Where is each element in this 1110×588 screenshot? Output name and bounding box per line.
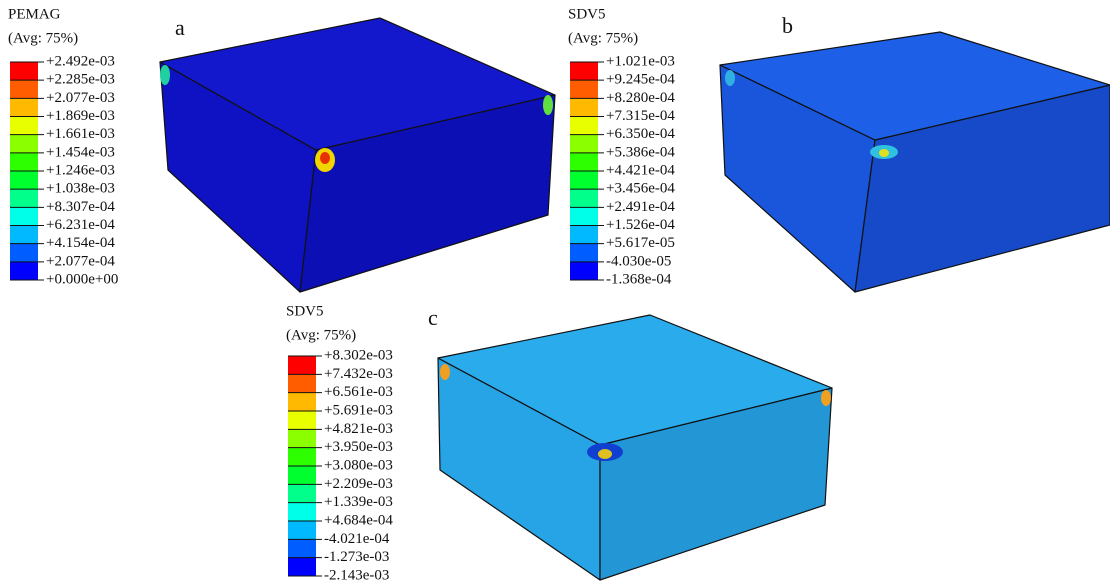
legend-value: +2.285e-03 — [46, 72, 115, 88]
legend-value: +8.280e-04 — [606, 90, 675, 106]
legend-value: +8.302e-03 — [324, 347, 393, 363]
legend-value: +1.454e-03 — [46, 144, 115, 160]
legend-subtitle: (Avg: 75%) — [286, 327, 356, 343]
legend-swatch — [570, 62, 598, 80]
model-a — [160, 18, 555, 292]
legend-value: +4.154e-04 — [46, 235, 115, 251]
legend-swatch — [10, 171, 38, 189]
legend-swatch — [10, 262, 38, 280]
legend-subtitle: (Avg: 75%) — [568, 30, 638, 46]
legend-title: SDV5 — [286, 303, 324, 319]
legend-value: +1.021e-03 — [606, 53, 675, 69]
legend-value: +5.691e-03 — [324, 402, 393, 418]
legend-swatch — [570, 244, 598, 262]
legend-swatch — [570, 98, 598, 116]
legend-swatch — [288, 393, 316, 411]
legend-value: +5.386e-04 — [606, 144, 675, 160]
legend-value: +6.350e-04 — [606, 126, 675, 142]
legend-swatch — [288, 356, 316, 374]
legend-value: -1.273e-03 — [324, 549, 389, 565]
legend-swatch — [288, 429, 316, 447]
legend-value: +2.077e-03 — [46, 90, 115, 106]
legend-value: +1.661e-03 — [46, 126, 115, 142]
figure: a PEMAG (Avg: 75%) +2.492e-03 +2.285e-03 +2.0… — [0, 0, 1110, 588]
legend-value: +9.245e-04 — [606, 72, 675, 88]
legend-value: +4.821e-03 — [324, 421, 393, 437]
legend-swatch — [570, 262, 598, 280]
legend-swatch — [288, 411, 316, 429]
legend-value: -4.030e-05 — [606, 253, 671, 269]
legend-value: +3.080e-03 — [324, 457, 393, 473]
legend-value: +1.869e-03 — [46, 108, 115, 124]
legend-swatch — [288, 558, 316, 576]
model-c — [438, 315, 832, 580]
legend-value: +1.526e-04 — [606, 217, 675, 233]
legend-swatch — [10, 189, 38, 207]
legend-swatch — [288, 448, 316, 466]
legend-swatch — [570, 135, 598, 153]
panel-label: c — [428, 305, 438, 330]
legend-value: +2.209e-03 — [324, 476, 393, 492]
legend-swatch — [570, 153, 598, 171]
legend-swatch — [570, 207, 598, 225]
legend-subtitle: (Avg: 75%) — [8, 30, 78, 46]
legend-swatch — [570, 117, 598, 135]
legend-swatch — [570, 171, 598, 189]
legend-value: +1.246e-03 — [46, 162, 115, 178]
legend-value: +3.456e-04 — [606, 181, 675, 197]
legend-value: +8.307e-04 — [46, 199, 115, 215]
legend-title: SDV5 — [568, 6, 606, 22]
legend-swatch — [288, 539, 316, 557]
legend-swatch — [10, 135, 38, 153]
legend-swatch — [10, 80, 38, 98]
legend-value: +7.315e-04 — [606, 108, 675, 124]
legend-value: -1.368e-04 — [606, 271, 672, 287]
model-b — [720, 32, 1110, 292]
panel-label: a — [175, 15, 185, 40]
legend-swatch — [288, 466, 316, 484]
legend-swatch — [10, 226, 38, 244]
legend-swatch — [10, 62, 38, 80]
legend-swatch — [288, 374, 316, 392]
legend-value: +1.339e-03 — [324, 494, 393, 510]
legend-swatch — [570, 226, 598, 244]
legend-swatch — [10, 117, 38, 135]
legend-swatch — [10, 244, 38, 262]
legend-value: +0.000e+00 — [46, 271, 118, 287]
legend-swatch — [10, 207, 38, 225]
legend-value: +4.684e-04 — [324, 512, 393, 528]
legend-swatch — [288, 503, 316, 521]
legend-value: +6.561e-03 — [324, 384, 393, 400]
panel-label: b — [782, 13, 793, 38]
legend-value: +7.432e-03 — [324, 366, 393, 382]
legend-value: +4.421e-04 — [606, 162, 675, 178]
legend-swatch — [288, 484, 316, 502]
legend-swatch — [288, 521, 316, 539]
legend-swatch — [570, 189, 598, 207]
legend-value: -2.143e-03 — [324, 567, 389, 583]
legend-value: +6.231e-04 — [46, 217, 115, 233]
legend-value: +2.491e-04 — [606, 199, 675, 215]
legend-value: -4.021e-04 — [324, 531, 390, 547]
legend-swatch — [570, 80, 598, 98]
legend-swatch — [10, 153, 38, 171]
legend-value: +1.038e-03 — [46, 181, 115, 197]
legend-swatch — [10, 98, 38, 116]
legend-value: +2.077e-04 — [46, 253, 115, 269]
legend-value: +3.950e-03 — [324, 439, 393, 455]
legend-value: +2.492e-03 — [46, 53, 115, 69]
legend-value: +5.617e-05 — [606, 235, 675, 251]
legend-title: PEMAG — [8, 6, 61, 22]
